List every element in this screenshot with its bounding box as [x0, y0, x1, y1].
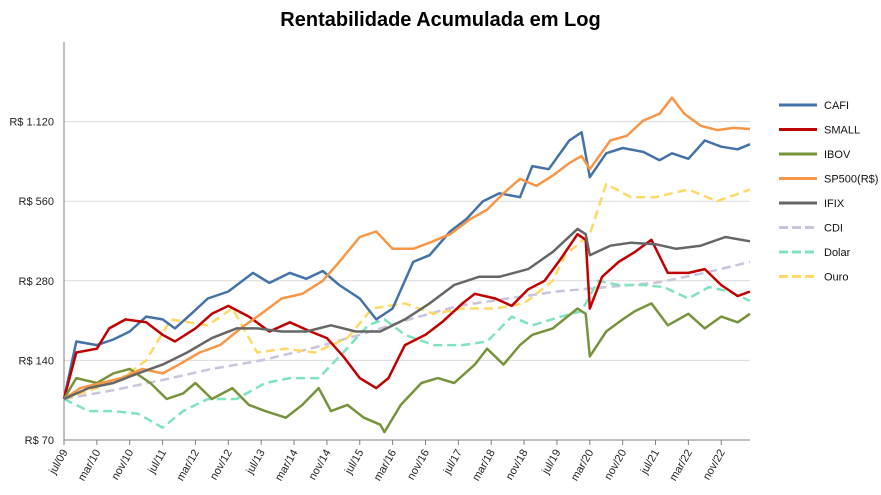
- x-tick-label: mar/20: [569, 448, 597, 484]
- series-line-cafi: [62, 131, 751, 400]
- x-tick-label: nov/18: [504, 448, 531, 483]
- series-line-dolar: [63, 279, 751, 429]
- x-tick-label: nov/10: [109, 448, 136, 483]
- legend-label: Ouro: [824, 272, 848, 284]
- series-lines: [62, 96, 751, 434]
- x-tick-label: mar/12: [175, 448, 203, 484]
- x-tick-label: jul/15: [342, 448, 366, 478]
- x-tick-label: jul/13: [244, 448, 268, 478]
- x-tick-label: jul/11: [146, 448, 170, 477]
- x-tick-label: nov/14: [307, 448, 334, 483]
- x-tick-label: nov/22: [701, 448, 728, 483]
- x-tick-label: mar/10: [76, 448, 104, 484]
- x-tick-label: jul/19: [539, 448, 563, 478]
- chart-title: Rentabilidade Acumulada em Log: [280, 9, 601, 31]
- x-tick-label: jul/09: [47, 448, 71, 478]
- x-tick-label: jul/21: [638, 448, 662, 478]
- series-line-small: [62, 232, 751, 400]
- y-tick-label: R$ 1.120: [9, 117, 54, 129]
- x-tick-label: mar/22: [667, 448, 695, 484]
- legend-label: CDI: [824, 223, 843, 235]
- series-line-cdi: [63, 260, 751, 401]
- series-line-sp500-r: [63, 96, 751, 401]
- legend-label: CAFI: [824, 100, 849, 112]
- x-tick-label: nov/20: [602, 448, 629, 483]
- legend-label: Dolar: [824, 247, 851, 259]
- x-tick-label: mar/16: [372, 448, 400, 484]
- legend-label: IBOV: [824, 149, 851, 161]
- x-tick-label: mar/18: [470, 448, 498, 484]
- legend-label: IFIX: [824, 198, 845, 210]
- x-tick-label: nov/16: [405, 448, 432, 483]
- series-line-ifix: [63, 227, 751, 401]
- legend-label: SP500(R$): [824, 174, 878, 186]
- y-tick-label: R$ 280: [19, 276, 54, 288]
- x-tick-label: nov/12: [208, 448, 235, 483]
- legend: CAFI SMALL IBOV SP500(R$) IFIX CDI Dolar Ouro: [779, 100, 878, 284]
- x-tick-label: jul/17: [441, 448, 465, 478]
- x-tick-label: mar/14: [273, 448, 301, 484]
- series-line-ouro: [63, 182, 751, 401]
- y-tick-label: R$ 140: [19, 355, 54, 367]
- legend-label: SMALL: [824, 125, 860, 137]
- y-tick-label: R$ 70: [25, 435, 54, 447]
- gridlines: [64, 121, 750, 361]
- series-line-ibov: [62, 302, 751, 434]
- y-tick-label: R$ 560: [19, 196, 54, 208]
